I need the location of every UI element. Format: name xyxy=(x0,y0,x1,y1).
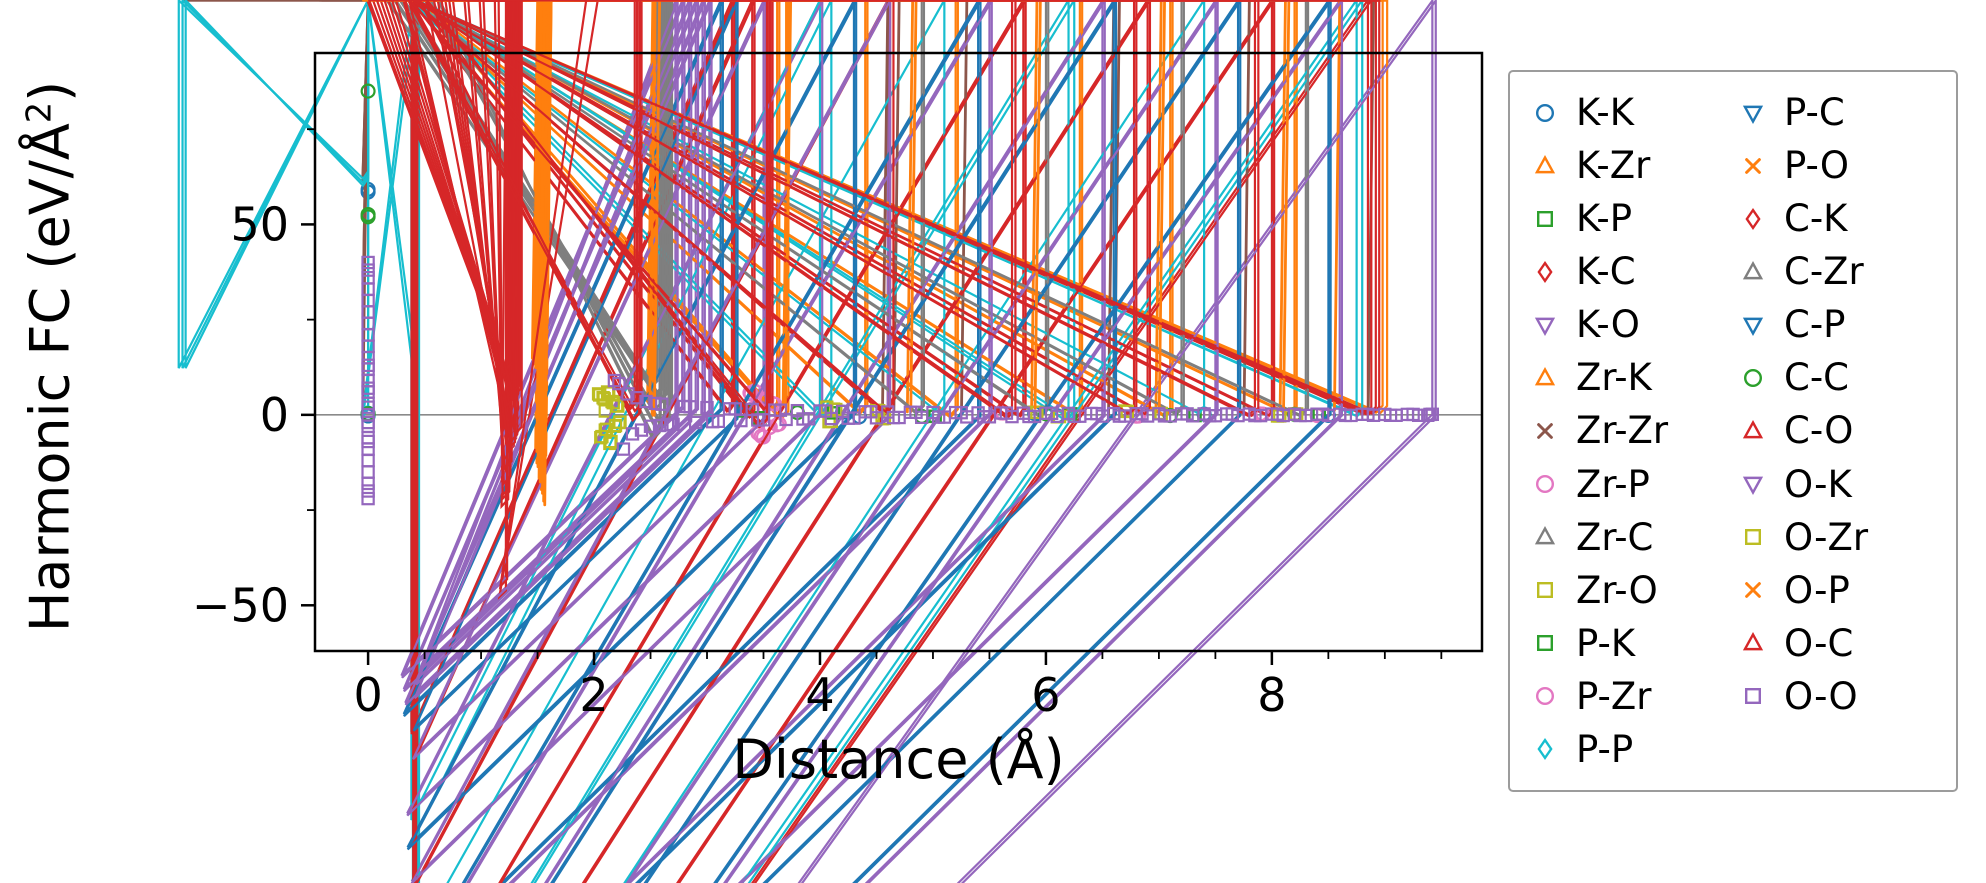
legend-marker-icon xyxy=(1534,366,1556,386)
x-tick-label: 8 xyxy=(1257,668,1286,722)
series-O-C xyxy=(367,0,1377,590)
legend-marker-icon xyxy=(1537,423,1553,439)
legend-marker-icon xyxy=(1534,317,1556,336)
legend-item-label: Zr-O xyxy=(1576,568,1658,612)
legend-item-P-O: P-O xyxy=(1736,139,1938,192)
legend-item-label: O-P xyxy=(1784,568,1850,612)
y-axis-label-text: Harmonic FC (eV/Å xyxy=(18,123,82,633)
legend-item-K-O: K-O xyxy=(1528,298,1730,351)
legend-item-label: K-O xyxy=(1576,303,1640,347)
legend-item-Zr-K: Zr-K xyxy=(1528,351,1730,404)
legend-item-label: C-O xyxy=(1784,409,1854,453)
series-O-O xyxy=(361,255,1439,506)
legend-marker-icon xyxy=(1536,210,1554,227)
legend-item-label: P-P xyxy=(1576,727,1634,771)
legend-item-label: P-K xyxy=(1576,621,1636,665)
legend-item-K-K: K-K xyxy=(1528,86,1730,139)
legend-marker-icon xyxy=(1537,738,1553,761)
legend-item-label: P-Zr xyxy=(1576,674,1652,718)
legend-item-label: C-C xyxy=(1784,356,1850,400)
legend-marker-icon xyxy=(1535,475,1555,494)
legend-item-label: K-C xyxy=(1576,250,1636,294)
legend-item-label: Zr-P xyxy=(1576,462,1650,506)
legend-item-label: O-O xyxy=(1784,674,1858,718)
legend-item-label: P-C xyxy=(1784,91,1845,135)
legend-item-label: P-O xyxy=(1784,144,1850,188)
legend-marker-icon xyxy=(1536,635,1554,652)
legend-item-label: Zr-Zr xyxy=(1576,409,1669,453)
y-tick-label: 50 xyxy=(230,197,289,251)
legend-marker-icon xyxy=(1744,529,1762,546)
legend-item-label: K-P xyxy=(1576,197,1633,241)
legend-item-label: O-K xyxy=(1784,462,1852,506)
legend-item-C-Zr: C-Zr xyxy=(1736,245,1938,298)
plot-frame xyxy=(313,51,1484,653)
legend-item-label: C-K xyxy=(1784,197,1848,241)
x-axis-label: Distance (Å) xyxy=(315,728,1482,791)
legend-item-label: Zr-K xyxy=(1576,356,1652,400)
x-tick-label: 4 xyxy=(805,668,834,722)
legend-item-O-K: O-K xyxy=(1736,458,1938,511)
x-tick-label: 2 xyxy=(579,668,608,722)
legend-item-C-O: C-O xyxy=(1736,404,1938,457)
legend-marker-icon xyxy=(1743,368,1763,387)
legend-marker-icon xyxy=(1742,420,1764,439)
legend-marker-icon xyxy=(1742,260,1764,280)
legend-item-Zr-P: Zr-P xyxy=(1528,458,1730,511)
legend-item-P-P: P-P xyxy=(1528,723,1730,776)
y-axis-label-superscript: 2 xyxy=(19,101,59,124)
legend-item-P-K: P-K xyxy=(1528,617,1730,670)
legend-item-C-C: C-C xyxy=(1736,351,1938,404)
legend-marker-icon xyxy=(1742,105,1764,124)
legend-item-O-C: O-C xyxy=(1736,617,1938,670)
y-tick-label: 0 xyxy=(260,388,289,442)
legend-item-O-O: O-O xyxy=(1736,670,1938,723)
x-tick-label: 0 xyxy=(353,668,382,722)
legend-marker-icon xyxy=(1745,582,1761,599)
legend-marker-icon xyxy=(1745,157,1761,174)
legend-item-label: C-P xyxy=(1784,303,1846,347)
legend-marker-icon xyxy=(1535,103,1555,122)
legend-marker-icon xyxy=(1742,476,1764,496)
legend-marker-icon xyxy=(1537,260,1553,283)
y-axis-label: Harmonic FC (eV/Å2) xyxy=(18,58,89,656)
y-tick-label: −50 xyxy=(192,578,289,632)
legend-marker-icon xyxy=(1744,688,1762,705)
legend-item-Zr-C: Zr-C xyxy=(1528,511,1730,564)
legend-item-K-C: K-C xyxy=(1528,245,1730,298)
legend-item-K-P: K-P xyxy=(1528,192,1730,245)
legend-item-label: Zr-C xyxy=(1576,515,1654,559)
legend-item-K-Zr: K-Zr xyxy=(1528,139,1730,192)
legend-marker-icon xyxy=(1742,317,1764,336)
legend-item-label: K-Zr xyxy=(1576,144,1651,188)
legend-marker-icon xyxy=(1745,207,1761,230)
legend-item-O-P: O-P xyxy=(1736,564,1938,617)
legend-item-Zr-O: Zr-O xyxy=(1528,564,1730,617)
legend-item-P-C: P-C xyxy=(1736,86,1938,139)
legend-item-O-Zr: O-Zr xyxy=(1736,511,1938,564)
legend-item-label: O-Zr xyxy=(1784,515,1869,559)
y-axis-label-close: ) xyxy=(18,80,82,102)
legend-marker-icon xyxy=(1742,632,1764,651)
x-tick-label: 6 xyxy=(1031,668,1060,722)
legend-item-Zr-Zr: Zr-Zr xyxy=(1528,404,1730,457)
x-axis-label-text: Distance (Å) xyxy=(732,728,1065,791)
legend-marker-icon xyxy=(1535,687,1555,706)
legend-item-label: K-K xyxy=(1576,91,1634,135)
legend-item-C-K: C-K xyxy=(1736,192,1938,245)
legend-item-C-P: C-P xyxy=(1736,298,1938,351)
legend-item-label: O-C xyxy=(1784,621,1854,665)
legend-marker-icon xyxy=(1536,582,1554,599)
legend-marker-icon xyxy=(1534,154,1556,173)
legend-marker-icon xyxy=(1534,526,1556,545)
legend-item-label: C-Zr xyxy=(1784,250,1864,294)
legend: K-K K-Zr K-P K-C K-O Zr-K Zr-Zr Zr-P Zr-C Zr-O P-K… xyxy=(1508,70,1958,792)
legend-item-P-Zr: P-Zr xyxy=(1528,670,1730,723)
